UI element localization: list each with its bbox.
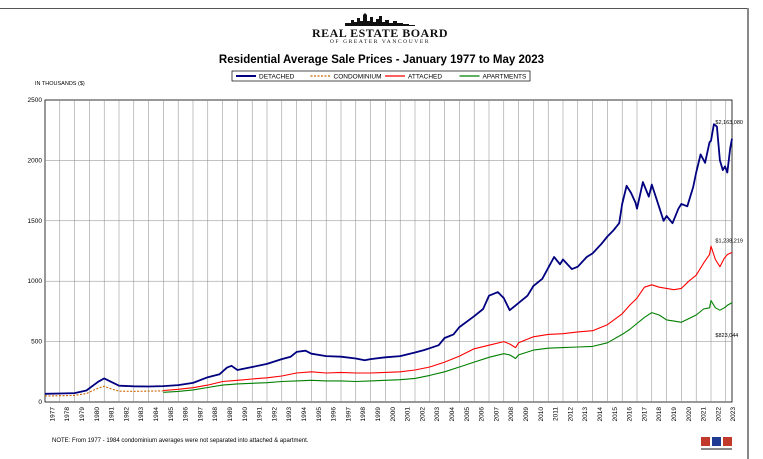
chart-legend: DETACHED CONDOMINIUM ATTACHED APARTMENTS <box>231 70 531 82</box>
x-tick-label: 1983 <box>138 407 145 422</box>
x-tick-label: 1984 <box>153 407 160 422</box>
chart-series <box>44 123 733 397</box>
x-tick-label: 2014 <box>597 407 604 422</box>
footnote: NOTE: From 1977 - 1984 condominium avera… <box>52 438 309 444</box>
x-tick-label: 2011 <box>553 407 560 421</box>
x-tick-label: 1988 <box>212 407 219 422</box>
logo-main-text: REAL ESTATE BOARD <box>311 26 449 40</box>
y-tick-label: 2000 <box>28 157 43 164</box>
x-tick-label: 1986 <box>183 407 190 422</box>
x-tick-label: 1996 <box>331 407 338 422</box>
legend-label-apartments: APARTMENTS <box>483 74 527 81</box>
x-tick-label: 1978 <box>64 407 71 422</box>
y-tick-label: 1000 <box>28 278 43 285</box>
x-tick-label: 2001 <box>405 407 412 422</box>
x-tick-label: 2005 <box>464 407 471 422</box>
x-tick-label: 2021 <box>701 407 708 422</box>
x-tick-label: 1977 <box>49 407 56 422</box>
y-axis-ticks: 0 500 1000 1500 2000 2500 <box>28 97 43 406</box>
x-tick-label: 1987 <box>197 407 204 422</box>
x-tick-label: 1998 <box>360 407 367 422</box>
x-tick-label: 2009 <box>523 407 530 422</box>
value-annotation: $1,238,219 <box>715 239 743 245</box>
y-tick-label: 500 <box>31 339 42 346</box>
y-tick-label: 1500 <box>28 218 43 225</box>
x-axis-ticks: 1977 1978 1979 1980 1981 1982 1983 1984 1985 1986… <box>49 407 737 422</box>
series-line-apartments <box>163 299 733 393</box>
x-tick-label: 1979 <box>79 407 86 422</box>
x-tick-label: 1982 <box>123 407 130 422</box>
x-tick-label: 1991 <box>257 407 264 422</box>
logo-sub-text: OF GREATER VANCOUVER <box>329 39 431 45</box>
x-tick-label: 1980 <box>94 407 101 422</box>
x-tick-label: 2007 <box>493 407 500 422</box>
x-tick-label: 1995 <box>316 407 323 422</box>
chart-grid <box>44 99 733 403</box>
frame-top-border <box>0 8 747 9</box>
frame-right-border <box>747 8 749 459</box>
x-tick-label: 2004 <box>449 407 456 422</box>
x-tick-label: 1992 <box>271 407 278 422</box>
x-tick-label: 1989 <box>227 407 234 422</box>
y-tick-label: 0 <box>38 399 42 406</box>
x-tick-label: 2012 <box>567 407 574 422</box>
legend-label-condominium: CONDOMINIUM <box>334 74 382 81</box>
plot-area-frame <box>44 99 733 403</box>
legend-label-attached: ATTACHED <box>408 74 442 81</box>
x-tick-label: 2013 <box>582 407 589 422</box>
real-estate-board-logo: REAL ESTATE BOARD OF GREATER VANCOUVER <box>310 12 450 52</box>
mls-logo-icon <box>701 437 732 450</box>
city-skyline-icon <box>345 13 415 26</box>
series-line-condominium <box>44 385 164 397</box>
x-tick-label: 2003 <box>434 407 441 422</box>
x-tick-label: 2015 <box>612 407 619 422</box>
legend-label-detached: DETACHED <box>259 74 295 81</box>
x-tick-label: 1981 <box>109 407 116 422</box>
x-tick-label: 2023 <box>730 407 737 422</box>
x-tick-label: 2016 <box>627 407 634 422</box>
chart-annotations: $2,163,080 $1,238,219 $823,044 <box>715 120 743 339</box>
x-tick-label: 2006 <box>479 407 486 422</box>
x-tick-label: 1990 <box>242 407 249 422</box>
x-tick-label: 2010 <box>538 407 545 422</box>
x-tick-label: 1999 <box>375 407 382 422</box>
x-tick-label: 1994 <box>301 407 308 422</box>
x-tick-label: 2018 <box>656 407 663 422</box>
y-axis-label: IN THOUSANDS ($) <box>35 81 85 87</box>
x-tick-label: 2022 <box>715 407 722 422</box>
x-tick-label: 1997 <box>345 407 352 422</box>
series-line-detached <box>44 123 733 395</box>
x-tick-label: 1993 <box>286 407 293 422</box>
series-line-attached <box>163 245 733 392</box>
x-tick-label: 2019 <box>671 407 678 422</box>
x-tick-label: 2008 <box>508 407 515 422</box>
x-tick-label: 1985 <box>168 407 175 422</box>
x-tick-label: 2017 <box>641 407 648 422</box>
y-tick-label: 2500 <box>28 97 43 104</box>
x-tick-label: 2020 <box>686 407 693 422</box>
x-tick-label: 2002 <box>419 407 426 422</box>
value-annotation: $2,163,080 <box>715 120 743 126</box>
x-tick-label: 2000 <box>390 407 397 422</box>
chart-title: Residential Average Sale Prices - Januar… <box>218 54 545 66</box>
value-annotation: $823,044 <box>715 333 738 339</box>
legend-box <box>231 70 531 82</box>
